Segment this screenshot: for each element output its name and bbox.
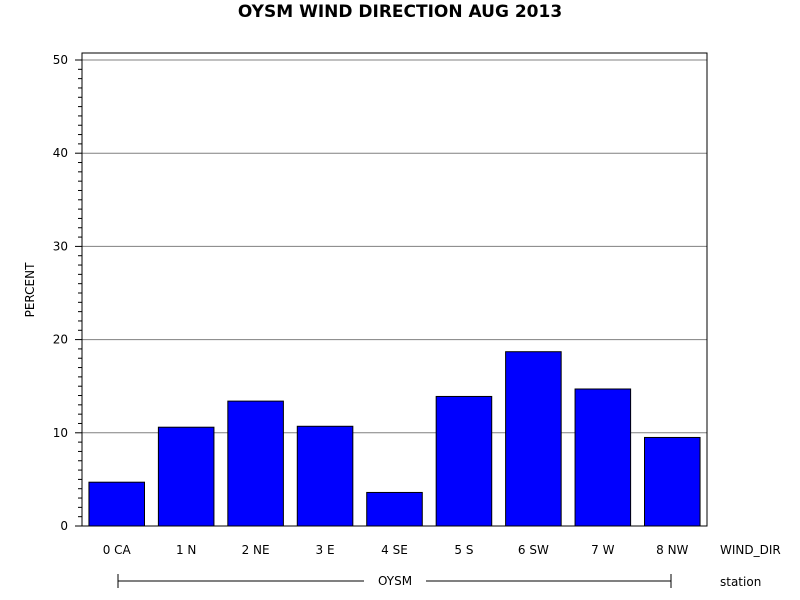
bars — [88, 351, 701, 527]
y-tick-label: 10 — [53, 426, 68, 440]
y-axis-label: PERCENT — [23, 262, 37, 317]
y-axis-ticks: 0 10 20 30 40 50 — [53, 53, 82, 533]
x-axis-label: WIND_DIR — [720, 543, 781, 557]
bar — [227, 400, 284, 527]
x-axis-tick-labels: 0 CA 1 N 2 NE 3 E 4 SE 5 S 6 SW 7 W 8 NW — [103, 543, 689, 557]
y-tick-label: 20 — [53, 333, 68, 347]
x-tick-label: 6 SW — [518, 543, 549, 557]
x-tick-label: 7 W — [591, 543, 614, 557]
grid-lines — [82, 59, 707, 434]
x-tick-label: 1 N — [176, 543, 196, 557]
bar — [366, 491, 423, 527]
bar — [296, 425, 354, 527]
x-tick-label: 4 SE — [381, 543, 408, 557]
x-tick-label: 0 CA — [103, 543, 132, 557]
chart-title: OYSM WIND DIRECTION AUG 2013 — [238, 2, 562, 22]
bar — [505, 351, 562, 527]
bar — [88, 481, 145, 527]
group-axis-label: station — [720, 575, 761, 589]
bar — [644, 436, 701, 527]
bar — [157, 426, 215, 527]
bar — [574, 388, 632, 527]
group-label: OYSM — [378, 574, 412, 588]
x-tick-label: 3 E — [316, 543, 335, 557]
y-tick-label: 30 — [53, 239, 68, 253]
x-tick-label: 5 S — [454, 543, 473, 557]
y-tick-label: 50 — [53, 53, 68, 67]
x-tick-label: 2 NE — [242, 543, 270, 557]
plot-frame — [81, 52, 708, 527]
x-tick-label: 8 NW — [656, 543, 688, 557]
y-tick-label: 40 — [53, 146, 68, 160]
bar — [435, 395, 493, 527]
y-tick-label: 0 — [60, 519, 68, 533]
